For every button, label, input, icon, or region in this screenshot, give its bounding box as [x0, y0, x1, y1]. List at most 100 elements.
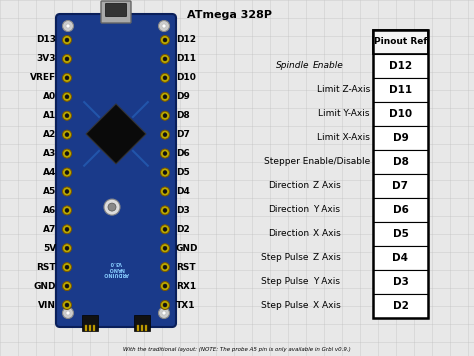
- Circle shape: [163, 57, 167, 61]
- Text: A7: A7: [43, 225, 56, 234]
- Text: 5V: 5V: [43, 244, 56, 253]
- Circle shape: [63, 308, 73, 319]
- Text: D9: D9: [176, 92, 190, 101]
- Circle shape: [161, 168, 170, 177]
- Text: Limit Y-Axis: Limit Y-Axis: [319, 110, 370, 119]
- Bar: [373, 150, 428, 174]
- Circle shape: [163, 208, 167, 213]
- Text: TX1: TX1: [176, 300, 195, 309]
- Text: D3: D3: [392, 277, 409, 287]
- Text: GND: GND: [176, 244, 199, 253]
- Circle shape: [161, 130, 170, 139]
- Circle shape: [63, 168, 72, 177]
- Text: GND: GND: [34, 282, 56, 290]
- Circle shape: [161, 282, 170, 290]
- Circle shape: [63, 36, 72, 44]
- Text: RST: RST: [36, 263, 56, 272]
- Text: D13: D13: [36, 36, 56, 44]
- Circle shape: [161, 244, 170, 253]
- Text: With the traditional layout: (NOTE: The probe A5 pin is only available in Grbl v: With the traditional layout: (NOTE: The …: [123, 347, 351, 352]
- Circle shape: [65, 246, 69, 250]
- Circle shape: [161, 149, 170, 158]
- Circle shape: [65, 133, 69, 137]
- Circle shape: [161, 225, 170, 234]
- Circle shape: [104, 199, 120, 215]
- Bar: [145, 325, 147, 331]
- Circle shape: [65, 208, 69, 213]
- Bar: [373, 270, 428, 294]
- Text: VREF: VREF: [30, 73, 56, 82]
- Text: ATmega 328P: ATmega 328P: [188, 10, 273, 20]
- Circle shape: [161, 300, 170, 309]
- Circle shape: [65, 227, 69, 231]
- Circle shape: [63, 244, 72, 253]
- Bar: [373, 294, 428, 318]
- FancyBboxPatch shape: [101, 1, 131, 23]
- Text: A2: A2: [43, 130, 56, 139]
- Circle shape: [162, 24, 166, 28]
- Bar: [134, 315, 150, 331]
- Text: Limit X-Axis: Limit X-Axis: [317, 134, 370, 142]
- Circle shape: [65, 171, 69, 174]
- Circle shape: [65, 189, 69, 193]
- Circle shape: [65, 303, 69, 307]
- Text: D8: D8: [176, 111, 190, 120]
- Text: Direction: Direction: [268, 230, 309, 239]
- Bar: [373, 54, 428, 78]
- Text: RX1: RX1: [176, 282, 196, 290]
- Circle shape: [63, 73, 72, 82]
- Circle shape: [63, 130, 72, 139]
- Circle shape: [163, 265, 167, 269]
- Bar: [373, 78, 428, 102]
- Text: A4: A4: [43, 168, 56, 177]
- Text: Spindle: Spindle: [275, 62, 309, 70]
- Bar: [373, 174, 428, 198]
- Text: D6: D6: [176, 149, 190, 158]
- Circle shape: [65, 57, 69, 61]
- Circle shape: [163, 171, 167, 174]
- Text: D12: D12: [176, 36, 196, 44]
- Circle shape: [163, 114, 167, 118]
- Text: Direction: Direction: [268, 182, 309, 190]
- Circle shape: [161, 206, 170, 215]
- Circle shape: [63, 225, 72, 234]
- Circle shape: [158, 308, 170, 319]
- Circle shape: [161, 187, 170, 196]
- Text: D3: D3: [176, 206, 190, 215]
- Polygon shape: [86, 104, 146, 164]
- Text: A0: A0: [43, 92, 56, 101]
- Circle shape: [63, 54, 72, 63]
- Bar: [373, 222, 428, 246]
- Circle shape: [161, 111, 170, 120]
- Text: Y Axis: Y Axis: [313, 277, 340, 287]
- Circle shape: [163, 189, 167, 193]
- Text: D5: D5: [176, 168, 190, 177]
- Circle shape: [161, 73, 170, 82]
- Circle shape: [108, 203, 116, 211]
- Circle shape: [65, 76, 69, 80]
- Text: D11: D11: [389, 85, 412, 95]
- Circle shape: [66, 24, 70, 28]
- Circle shape: [158, 21, 170, 31]
- Circle shape: [163, 284, 167, 288]
- Text: ARDUINO
NANO
V3.0: ARDUINO NANO V3.0: [103, 260, 129, 276]
- Bar: [85, 325, 87, 331]
- Circle shape: [65, 38, 69, 42]
- FancyBboxPatch shape: [106, 4, 127, 16]
- Text: VIN: VIN: [38, 300, 56, 309]
- Circle shape: [163, 227, 167, 231]
- Circle shape: [65, 284, 69, 288]
- Circle shape: [161, 263, 170, 272]
- Text: D11: D11: [176, 54, 196, 63]
- Circle shape: [63, 111, 72, 120]
- Text: A3: A3: [43, 149, 56, 158]
- Text: D8: D8: [392, 157, 409, 167]
- FancyBboxPatch shape: [56, 14, 176, 327]
- Text: A1: A1: [43, 111, 56, 120]
- Text: X Axis: X Axis: [313, 302, 341, 310]
- Bar: [93, 325, 95, 331]
- Circle shape: [65, 114, 69, 118]
- Text: Z Axis: Z Axis: [313, 253, 341, 262]
- Bar: [82, 315, 98, 331]
- Circle shape: [163, 152, 167, 156]
